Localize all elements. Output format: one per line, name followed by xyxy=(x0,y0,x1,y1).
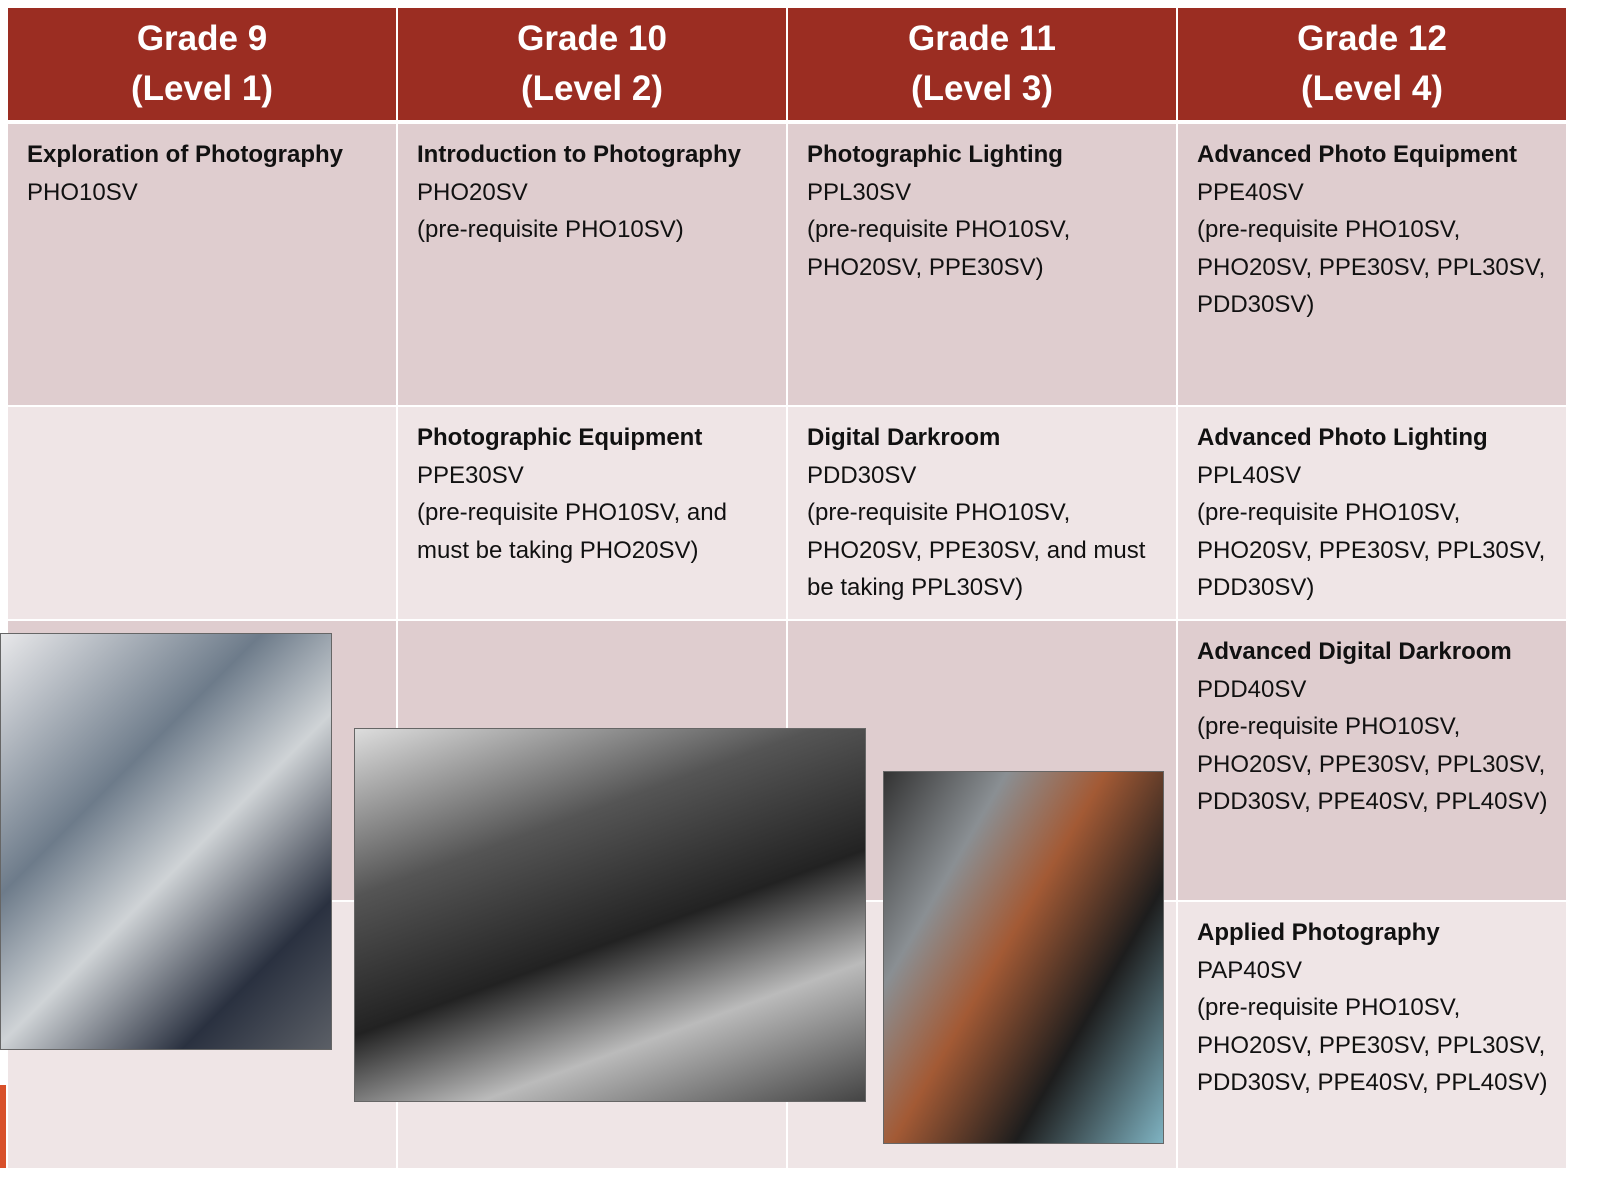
column-header: Grade 10 (Level 2) xyxy=(398,8,786,120)
table-cell: Photographic Equipment PPE30SV (pre-requis… xyxy=(398,407,786,619)
course-title: Photographic Lighting xyxy=(807,141,1063,168)
photo-studio xyxy=(0,633,332,1050)
course-code: PDD30SV xyxy=(807,461,917,489)
course-code: PAP40SV xyxy=(1197,956,1302,984)
table-cell: Advanced Digital Darkroom PDD40SV (pre-req… xyxy=(1178,621,1566,900)
course-title: Applied Photography xyxy=(1197,919,1440,946)
prerequisite: (pre-requisite PHO10SV, PHO20SV, PPE30SV… xyxy=(1197,713,1548,815)
prerequisite: (pre-requisite PHO10SV, PHO20SV, PPE30SV… xyxy=(1197,216,1546,318)
grade: Grade 11 xyxy=(908,19,1056,58)
prerequisite: (pre-requisite PHO10SV, PHO20SV, PPE30SV… xyxy=(1197,499,1546,601)
grade: Grade 12 xyxy=(1297,19,1447,58)
course-title: Advanced Photo Equipment xyxy=(1197,141,1518,168)
prerequisite: (pre-requisite PHO10SV, PHO20SV, PPE30SV… xyxy=(1197,994,1548,1096)
level: (Level 3) xyxy=(911,69,1053,108)
table-cell: Advanced Photo Lighting PPL40SV (pre-requi… xyxy=(1178,407,1566,619)
course-title: Exploration of Photography xyxy=(27,141,343,168)
course-title: Digital Darkroom xyxy=(807,424,1001,451)
course-title: Advanced Digital Darkroom xyxy=(1197,638,1512,665)
course-code: PPL30SV xyxy=(807,178,912,206)
column-header: Grade 9 (Level 1) xyxy=(8,8,396,120)
course-title: Photographic Equipment xyxy=(417,424,703,451)
photo-students xyxy=(354,728,866,1102)
prerequisite: (pre-requisite PHO10SV, PHO20SV, PPE30SV… xyxy=(807,216,1071,281)
table-cell: Applied Photography PAP40SV (pre-requisite… xyxy=(1178,902,1566,1168)
course-code: PPE30SV xyxy=(417,461,524,489)
table-cell: Photographic Lighting PPL30SV (pre-requisi… xyxy=(788,124,1176,405)
table-cell: Exploration of Photography PHO10SV xyxy=(8,124,396,405)
course-code: PPE40SV xyxy=(1197,178,1304,206)
table-cell xyxy=(8,407,396,619)
column-header: Grade 12 (Level 4) xyxy=(1178,8,1566,120)
table-cell: Digital Darkroom PDD30SV (pre-requisite PH… xyxy=(788,407,1176,619)
prerequisite: (pre-requisite PHO10SV, PHO20SV, PPE30SV… xyxy=(807,499,1146,601)
prerequisite: (pre-requisite PHO10SV) xyxy=(417,216,684,243)
level: (Level 4) xyxy=(1301,69,1443,108)
grade: Grade 10 xyxy=(517,19,667,58)
level: (Level 1) xyxy=(131,69,273,108)
course-code: PHO20SV xyxy=(417,178,528,206)
table-cell: Introduction to Photography PHO20SV (pre-r… xyxy=(398,124,786,405)
course-title: Introduction to Photography xyxy=(417,141,741,168)
slide-edge xyxy=(0,1085,6,1168)
course-code: PHO10SV xyxy=(27,178,138,206)
table-cell: Advanced Photo Equipment PPE40SV (pre-requ… xyxy=(1178,124,1566,405)
prerequisite: (pre-requisite PHO10SV, and must be taki… xyxy=(417,499,727,564)
photo-camera xyxy=(883,771,1164,1144)
course-code: PDD40SV xyxy=(1197,675,1307,703)
level: (Level 2) xyxy=(521,69,663,108)
grade: Grade 9 xyxy=(136,19,268,58)
course-title: Advanced Photo Lighting xyxy=(1197,424,1488,451)
column-header: Grade 11 (Level 3) xyxy=(788,8,1176,120)
course-code: PPL40SV xyxy=(1197,461,1302,489)
